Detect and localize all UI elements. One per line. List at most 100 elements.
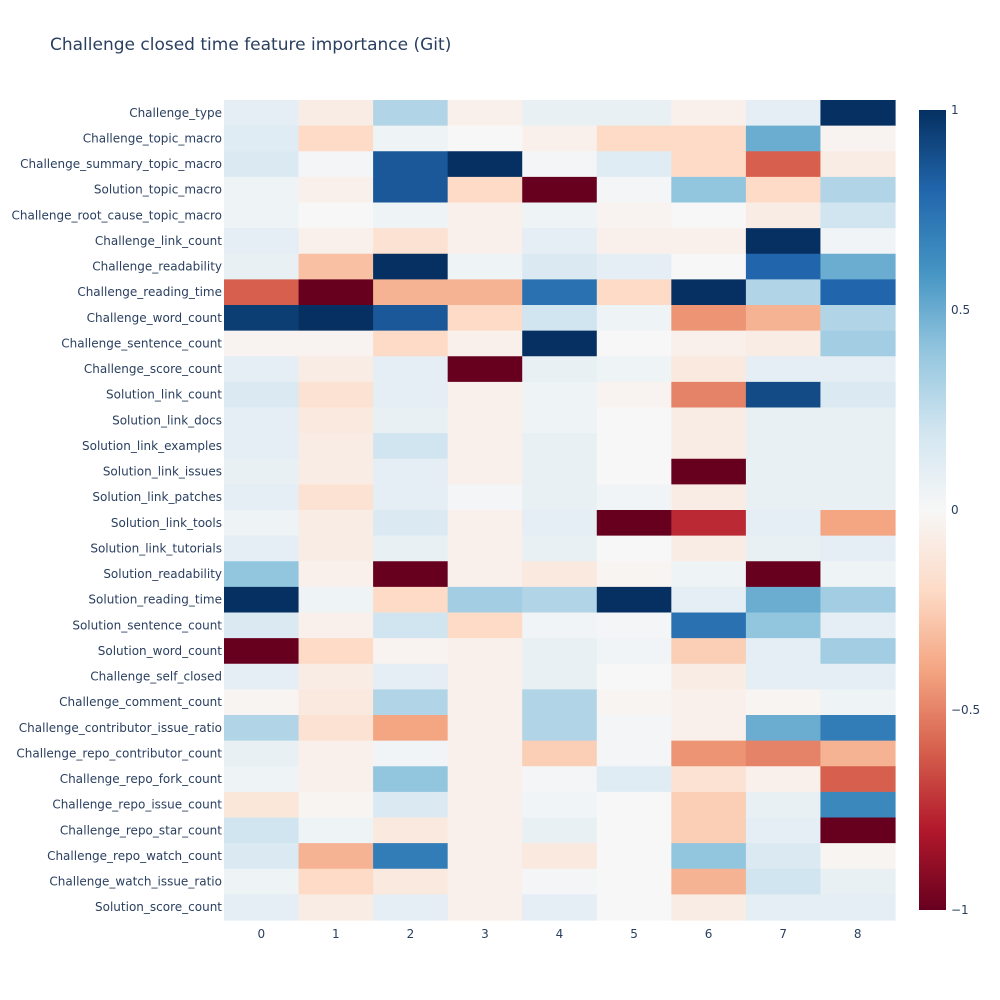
x-tick-label: 0 — [257, 927, 265, 941]
heatmap-cell — [745, 817, 822, 844]
heatmap-cell — [745, 433, 822, 460]
heatmap-cell — [224, 740, 300, 767]
heatmap-cell — [820, 433, 896, 460]
x-tick-label: 3 — [481, 927, 489, 941]
heatmap-cell — [224, 791, 300, 819]
heatmap-cell — [298, 228, 374, 255]
heatmap-cell — [671, 561, 747, 588]
heatmap-cell — [596, 228, 672, 255]
heatmap-cell — [745, 484, 822, 511]
heatmap-cell — [224, 715, 300, 742]
heatmap-cell — [373, 356, 449, 383]
heatmap-cell — [224, 689, 300, 716]
heatmap-cell — [820, 253, 896, 280]
heatmap-cell — [447, 253, 523, 280]
heatmap-cell — [224, 433, 300, 460]
heatmap-cell — [447, 381, 523, 409]
heatmap-cell — [224, 407, 300, 434]
y-tick-label: Solution_sentence_count — [72, 618, 222, 632]
heatmap-cell — [447, 612, 523, 639]
heatmap-cell — [522, 407, 598, 434]
heatmap-cell — [522, 176, 598, 204]
heatmap-cell — [522, 535, 598, 562]
heatmap-cell — [671, 176, 747, 204]
heatmap-cell — [596, 843, 672, 870]
heatmap-cell — [671, 202, 747, 229]
heatmap-cell — [745, 151, 822, 178]
heatmap-cell — [447, 663, 523, 690]
heatmap-cell — [671, 330, 747, 357]
heatmap-cell — [596, 817, 672, 844]
heatmap-cell — [298, 330, 374, 357]
heatmap-cell — [820, 638, 896, 665]
y-tick-label: Solution_reading_time — [88, 593, 222, 607]
heatmap-cell — [596, 176, 672, 204]
heatmap-cell — [596, 407, 672, 434]
heatmap-cell — [373, 100, 449, 127]
heatmap-cell — [820, 535, 896, 562]
heatmap-cell — [596, 381, 672, 409]
heatmap-cell — [373, 330, 449, 357]
heatmap-cell — [447, 868, 523, 895]
y-tick-label: Challenge_watch_issue_ratio — [49, 875, 222, 889]
heatmap-cell — [447, 433, 523, 460]
y-tick-label: Challenge_reading_time — [77, 285, 222, 299]
heatmap-cell — [820, 843, 896, 870]
heatmap-cell — [522, 100, 598, 127]
y-tick-label: Challenge_topic_macro — [83, 131, 222, 145]
y-tick-label: Challenge_repo_fork_count — [60, 772, 223, 786]
heatmap-cell — [373, 715, 449, 742]
heatmap-cell — [373, 612, 449, 639]
heatmap-cell — [224, 663, 300, 690]
heatmap-cell — [522, 356, 598, 383]
heatmap-cell — [522, 638, 598, 665]
heatmap-cell — [447, 279, 523, 306]
heatmap-cell — [671, 689, 747, 716]
heatmap-cell — [298, 843, 374, 870]
heatmap-cell — [522, 151, 598, 178]
heatmap-cell — [522, 228, 598, 255]
heatmap-cell — [596, 766, 672, 793]
heatmap-cell — [671, 766, 747, 793]
y-tick-label: Solution_link_docs — [112, 413, 222, 427]
heatmap-cell — [522, 766, 598, 793]
heatmap-cell — [298, 791, 374, 819]
x-tick-label: 8 — [854, 927, 862, 941]
heatmap-cell — [820, 791, 896, 819]
heatmap-cell — [298, 356, 374, 383]
heatmap-cell — [596, 638, 672, 665]
heatmap-cell — [224, 458, 300, 485]
x-tick-label: 6 — [705, 927, 713, 941]
heatmap-cell — [522, 125, 598, 152]
heatmap-cell — [298, 715, 374, 742]
y-tick-label: Solution_link_patches — [92, 490, 222, 504]
colorbar-tick-label: −0.5 — [951, 703, 980, 717]
heatmap-cell — [447, 407, 523, 434]
heatmap-cell — [820, 279, 896, 306]
heatmap-cell — [671, 791, 747, 819]
heatmap-cell — [820, 740, 896, 767]
heatmap-cell — [447, 791, 523, 819]
heatmap-cell — [820, 202, 896, 229]
heatmap-cell — [373, 791, 449, 819]
heatmap-cell — [373, 305, 449, 332]
heatmap-cell — [224, 279, 300, 306]
heatmap-cell — [298, 125, 374, 152]
heatmap-cell — [447, 202, 523, 229]
y-tick-label: Challenge_repo_contributor_count — [16, 746, 222, 760]
heatmap-cell — [373, 817, 449, 844]
y-tick-label: Challenge_type — [129, 106, 222, 120]
heatmap-cell — [373, 843, 449, 870]
heatmap-cell — [298, 535, 374, 562]
heatmap-cell — [522, 689, 598, 716]
heatmap-cell — [745, 125, 822, 152]
heatmap-cell — [224, 868, 300, 895]
heatmap-cell — [447, 535, 523, 562]
heatmap-cell — [596, 715, 672, 742]
heatmap-cell — [596, 356, 672, 383]
heatmap-cell — [298, 510, 374, 537]
heatmap-cell — [224, 151, 300, 178]
heatmap-cell — [745, 228, 822, 255]
heatmap-cell — [820, 458, 896, 485]
